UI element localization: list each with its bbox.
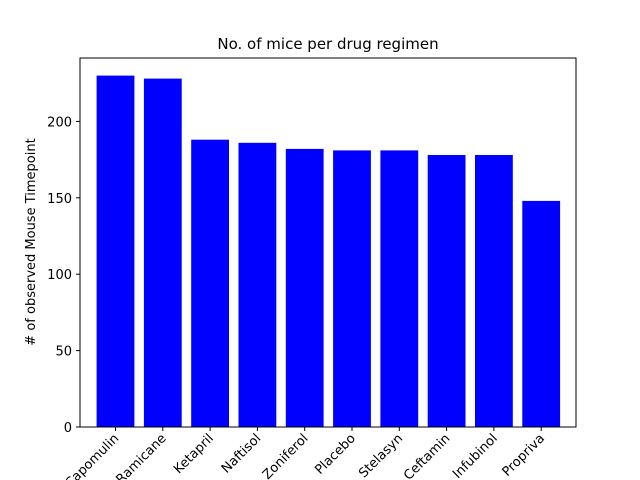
bar-ketapril: [191, 139, 229, 427]
bar-naftisol: [238, 142, 277, 428]
x-tick-label: Stelasyn: [356, 431, 406, 480]
y-axis: 0 50 100 150 200: [47, 115, 80, 436]
bar-capomulin: [96, 75, 135, 427]
chart-title: No. of mice per drug regimen: [217, 35, 438, 53]
bar-propriva: [522, 200, 561, 427]
y-tick-label: 50: [55, 345, 72, 360]
y-tick-label: 200: [47, 115, 72, 130]
bars-group: [96, 75, 561, 428]
bar-stelasyn: [380, 150, 419, 427]
x-tick-label: Ketapril: [171, 431, 217, 477]
x-tick-label: Naftisol: [219, 431, 264, 476]
y-tick-label: 150: [47, 192, 72, 207]
bar-ramicane: [143, 78, 182, 427]
x-tick-label: Capomulin: [62, 431, 122, 480]
x-tick-label: Infubinol: [450, 431, 501, 480]
bar-zoniferol: [285, 148, 324, 427]
x-tick-label: Placebo: [312, 431, 359, 478]
x-tick-label: Propriva: [500, 431, 548, 479]
x-tick-label: Ceftamin: [401, 431, 453, 480]
x-tick-label: Ramicane: [114, 431, 170, 480]
bar-infubinol: [475, 155, 513, 427]
y-tick-label: 100: [47, 268, 72, 283]
plot-frame: [79, 57, 577, 428]
x-tick-label: Zoniferol: [260, 431, 312, 480]
bar-ceftamin: [427, 155, 466, 427]
y-tick-label: 0: [64, 421, 72, 436]
y-axis-label: # of observed Mouse Timepoint: [24, 138, 39, 345]
bar-placebo: [333, 150, 371, 427]
